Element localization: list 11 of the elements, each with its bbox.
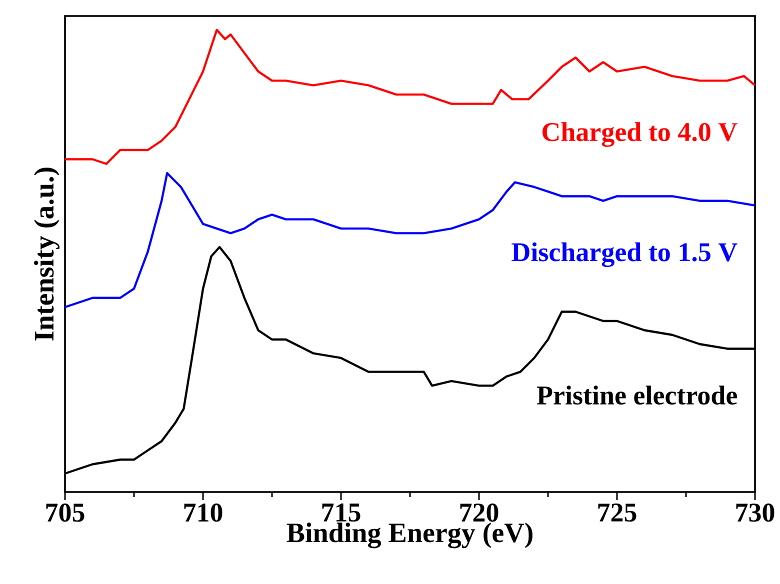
x-tick-label: 705: [46, 504, 84, 522]
x-tick-label: 725: [598, 504, 636, 522]
series-label: Discharged to 1.5 V: [512, 242, 738, 268]
x-tick-label: 710: [184, 504, 222, 522]
x-tick-label: 720: [460, 504, 498, 522]
x-axis-title: Binding Energy (eV): [286, 522, 532, 548]
x-tick-label: 715: [322, 504, 360, 522]
series-label: Pristine electrode: [536, 386, 737, 405]
y-axis-title: Intensity (a.u.): [34, 168, 60, 341]
series-label: Charged to 4.0 V: [542, 122, 738, 147]
x-tick-label: 730: [736, 504, 774, 522]
